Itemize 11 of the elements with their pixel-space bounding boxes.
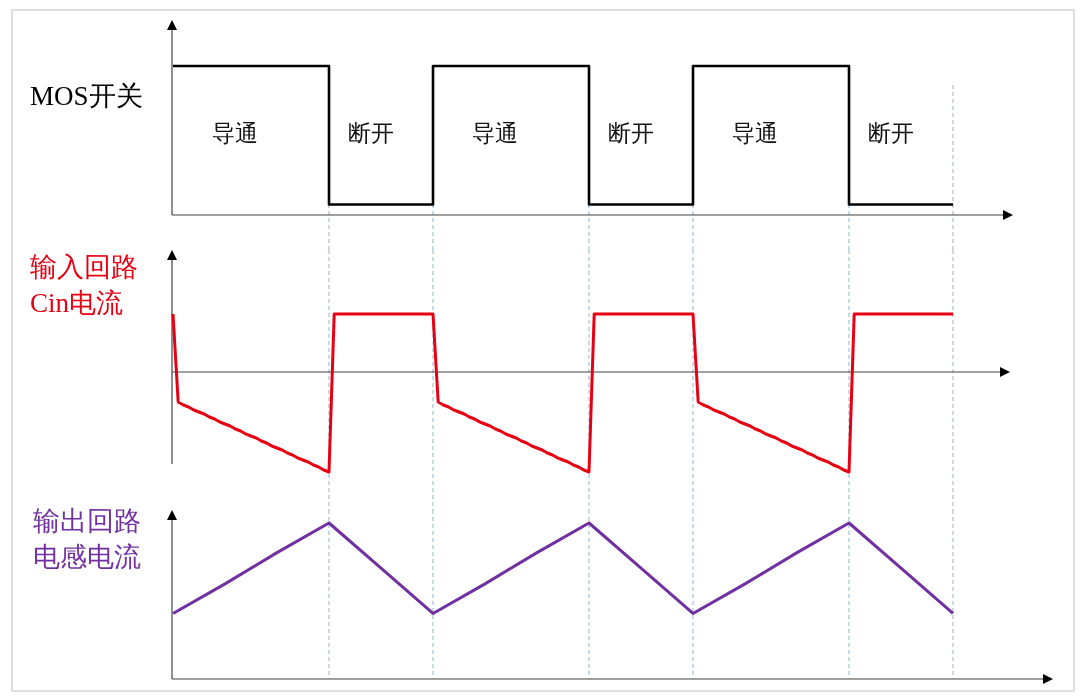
ylabel: MOS开关 [30,81,143,111]
annotation: 导通 [472,121,519,147]
annotation: 断开 [607,121,654,147]
annotation: 断开 [867,121,914,147]
ylabel: 电感电流 [33,542,141,572]
ylabel: 输出回路 [33,506,141,536]
annotation: 导通 [732,121,779,147]
ylabel: 输入回路 [30,252,138,282]
ylabel: Cin电流 [30,288,123,318]
annotation: 导通 [212,121,259,147]
annotation: 断开 [347,121,394,147]
